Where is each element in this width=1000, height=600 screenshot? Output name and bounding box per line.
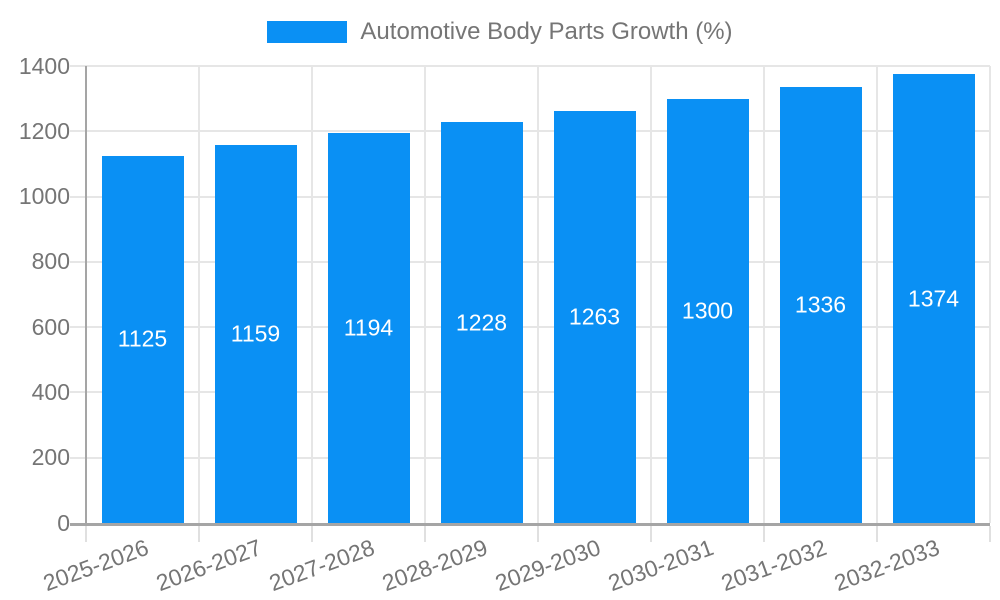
x-axis-tick <box>85 526 87 542</box>
y-gridline <box>70 195 990 198</box>
legend-label: Automotive Body Parts Growth (%) <box>360 18 733 45</box>
x-axis-tick <box>311 526 313 542</box>
x-gridline <box>876 66 878 523</box>
y-axis-tick-label: 1000 <box>18 183 70 210</box>
bar: 1159 <box>214 144 297 523</box>
plot-area: 0 200 400 600 800 1000 1200 1400 1125 1159 1194 122… <box>19 53 991 596</box>
y-gridline <box>70 130 990 133</box>
bar-value-label: 1159 <box>230 320 281 347</box>
bar-value-label: 1374 <box>907 285 960 312</box>
bar-value-label: 1125 <box>117 325 168 352</box>
bar: 1125 <box>101 155 184 523</box>
x-axis-tick-label: 2028-2029 <box>378 534 491 597</box>
x-axis-tick <box>989 526 991 542</box>
y-axis-line <box>85 66 87 525</box>
y-gridline <box>70 326 990 329</box>
y-axis-tick-label: 800 <box>31 248 70 275</box>
y-gridline <box>70 65 990 67</box>
x-axis-tick <box>650 526 652 542</box>
x-axis-tick <box>198 526 200 542</box>
y-axis-tick-label: 400 <box>31 378 70 405</box>
x-gridline <box>989 66 991 523</box>
x-gridline <box>537 66 539 523</box>
y-gridline <box>70 456 990 459</box>
y-axis-tick-label: 200 <box>31 444 70 471</box>
x-gridline <box>424 66 426 523</box>
x-axis-line <box>70 523 990 526</box>
x-axis-tick <box>876 526 878 542</box>
x-axis-tick-label: 2025-2026 <box>39 534 152 597</box>
y-gridline <box>70 391 990 394</box>
y-axis-tick-label: 600 <box>31 313 70 340</box>
x-axis-tick <box>424 526 426 542</box>
bar-value-label: 1263 <box>568 303 621 330</box>
bar-value-label: 1194 <box>343 314 394 341</box>
x-gridline <box>650 66 652 523</box>
bar-value-label: 1336 <box>794 291 847 318</box>
x-axis-tick-label: 2026-2027 <box>152 534 265 597</box>
bar-value-label: 1228 <box>455 309 508 336</box>
legend: Automotive Body Parts Growth (%) <box>0 18 1000 46</box>
legend-swatch <box>267 21 348 43</box>
x-axis-tick-label: 2031-2032 <box>717 534 830 597</box>
bar: 1374 <box>892 74 975 523</box>
bar: 1300 <box>666 98 749 523</box>
x-axis-tick <box>537 526 539 542</box>
x-axis-tick <box>763 526 765 542</box>
x-axis-tick-label: 2027-2028 <box>265 534 378 597</box>
y-axis-tick-label: 1400 <box>18 52 70 79</box>
x-gridline <box>763 66 765 523</box>
bar: 1336 <box>779 86 862 523</box>
bar: 1263 <box>553 110 636 523</box>
y-gridline <box>70 260 990 263</box>
x-axis-tick-label: 2032-2033 <box>830 534 943 597</box>
x-gridline <box>311 66 313 523</box>
x-axis-tick-label: 2030-2031 <box>604 534 717 597</box>
x-gridline <box>198 66 200 523</box>
y-axis-tick-label: 1200 <box>18 117 70 144</box>
x-axis-tick-label: 2029-2030 <box>491 534 604 597</box>
bar: 1194 <box>327 133 410 523</box>
y-axis-tick-label: 0 <box>57 509 70 536</box>
bar: 1228 <box>440 122 523 523</box>
bar-value-label: 1300 <box>681 297 734 324</box>
